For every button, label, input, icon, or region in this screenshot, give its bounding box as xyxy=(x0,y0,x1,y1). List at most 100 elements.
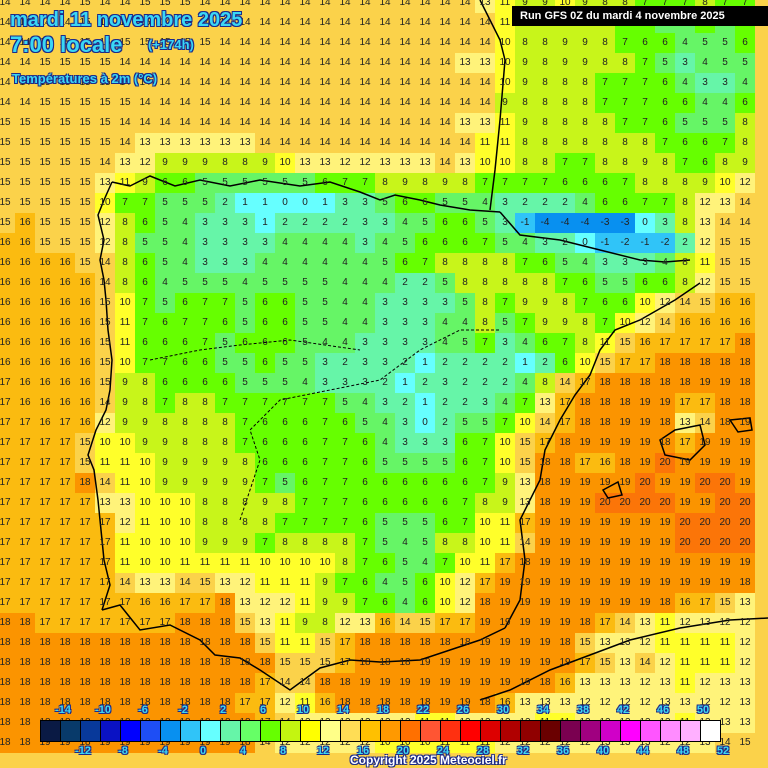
grid-value: 17 xyxy=(99,557,111,568)
grid-cell xyxy=(315,253,335,273)
grid-value: 6 xyxy=(142,277,148,288)
grid-cell xyxy=(475,573,495,593)
grid-cell xyxy=(615,53,635,73)
grid-value: 14 xyxy=(99,157,111,168)
grid-value: 13 xyxy=(199,137,211,148)
grid-value: 14 xyxy=(379,97,391,108)
grid-cell xyxy=(255,153,275,173)
grid-value: 4 xyxy=(342,257,348,268)
grid-value: 14 xyxy=(399,57,411,68)
grid-value: 3 xyxy=(402,437,408,448)
grid-cell xyxy=(155,553,175,573)
grid-value: 4 xyxy=(382,417,388,428)
grid-cell xyxy=(175,293,195,313)
grid-cell xyxy=(635,73,655,93)
grid-value: 8 xyxy=(462,177,468,188)
grid-value: 6 xyxy=(582,177,588,188)
grid-value: 8 xyxy=(682,197,688,208)
grid-value: 6 xyxy=(642,37,648,48)
grid-value: 6 xyxy=(662,97,668,108)
grid-cell xyxy=(295,0,315,13)
grid-cell xyxy=(375,73,395,93)
grid-value: 14 xyxy=(479,97,491,108)
grid-value: 17 xyxy=(0,577,11,588)
grid-value: 15 xyxy=(19,137,31,148)
grid-value: 13 xyxy=(519,497,531,508)
grid-value: 6 xyxy=(662,117,668,128)
grid-cell xyxy=(515,173,535,193)
grid-value: -4 xyxy=(560,217,570,228)
grid-cell xyxy=(0,33,15,53)
grid-cell xyxy=(235,573,255,593)
grid-value: 5 xyxy=(462,417,468,428)
grid-value: 14 xyxy=(479,17,491,28)
grid-value: 11 xyxy=(239,557,251,568)
grid-value: 14 xyxy=(359,17,371,28)
grid-value: 8 xyxy=(542,97,548,108)
grid-value: 7 xyxy=(562,277,568,288)
grid-value: 11 xyxy=(279,617,291,628)
grid-cell xyxy=(0,0,15,13)
grid-cell xyxy=(735,353,755,373)
grid-value: 6 xyxy=(262,457,268,468)
grid-value: 6 xyxy=(362,577,368,588)
grid-cell xyxy=(675,73,695,93)
grid-value: 10 xyxy=(499,157,511,168)
grid-value: 2 xyxy=(342,357,348,368)
grid-cell xyxy=(355,533,375,553)
grid-value: 5 xyxy=(702,117,708,128)
grid-cell xyxy=(55,33,75,53)
grid-cell xyxy=(335,133,355,153)
grid-value: 14 xyxy=(299,677,311,688)
grid-value: 19 xyxy=(439,677,451,688)
grid-cell xyxy=(575,93,595,113)
grid-value: 19 xyxy=(659,477,671,488)
grid-value: 14 xyxy=(319,37,331,48)
grid-value: 8 xyxy=(422,177,428,188)
grid-cell xyxy=(0,373,15,393)
legend-swatch xyxy=(241,721,261,741)
grid-cell xyxy=(575,193,595,213)
grid-cell xyxy=(215,93,235,113)
grid-value: 19 xyxy=(739,457,751,468)
grid-value: 17 xyxy=(19,457,31,468)
grid-value: 14 xyxy=(459,37,471,48)
grid-value: 17 xyxy=(19,577,31,588)
grid-value: 20 xyxy=(719,517,731,528)
grid-value: 15 xyxy=(79,137,91,148)
grid-cell xyxy=(315,73,335,93)
legend-swatch xyxy=(261,721,281,741)
grid-value: 18 xyxy=(639,377,651,388)
grid-cell xyxy=(695,213,715,233)
grid-value: 7 xyxy=(362,597,368,608)
grid-cell xyxy=(275,0,295,13)
grid-value: 0 xyxy=(582,237,588,248)
grid-value: 16 xyxy=(59,357,71,368)
grid-cell xyxy=(335,13,355,33)
grid-cell xyxy=(635,93,655,113)
grid-cell xyxy=(435,93,455,113)
grid-value: 19 xyxy=(599,517,611,528)
legend-swatch xyxy=(341,721,361,741)
grid-value: 19 xyxy=(699,437,711,448)
grid-value: 15 xyxy=(199,37,211,48)
grid-cell xyxy=(555,153,575,173)
grid-value: 14 xyxy=(339,0,351,8)
grid-cell xyxy=(635,113,655,133)
grid-value: -2 xyxy=(660,237,670,248)
grid-value: 14 xyxy=(439,137,451,148)
grid-cell xyxy=(715,53,735,73)
grid-cell xyxy=(175,253,195,273)
grid-value: 16 xyxy=(719,297,731,308)
grid-cell xyxy=(455,553,475,573)
grid-value: 18 xyxy=(739,357,751,368)
grid-value: 18 xyxy=(519,557,531,568)
grid-value: 20 xyxy=(619,497,631,508)
grid-value: 8 xyxy=(582,337,588,348)
grid-value: 17 xyxy=(679,397,691,408)
grid-value: 4 xyxy=(282,237,288,248)
grid-value: 18 xyxy=(99,657,111,668)
grid-cell xyxy=(735,173,755,193)
grid-value: 18 xyxy=(199,657,211,668)
grid-value: 3 xyxy=(382,337,388,348)
